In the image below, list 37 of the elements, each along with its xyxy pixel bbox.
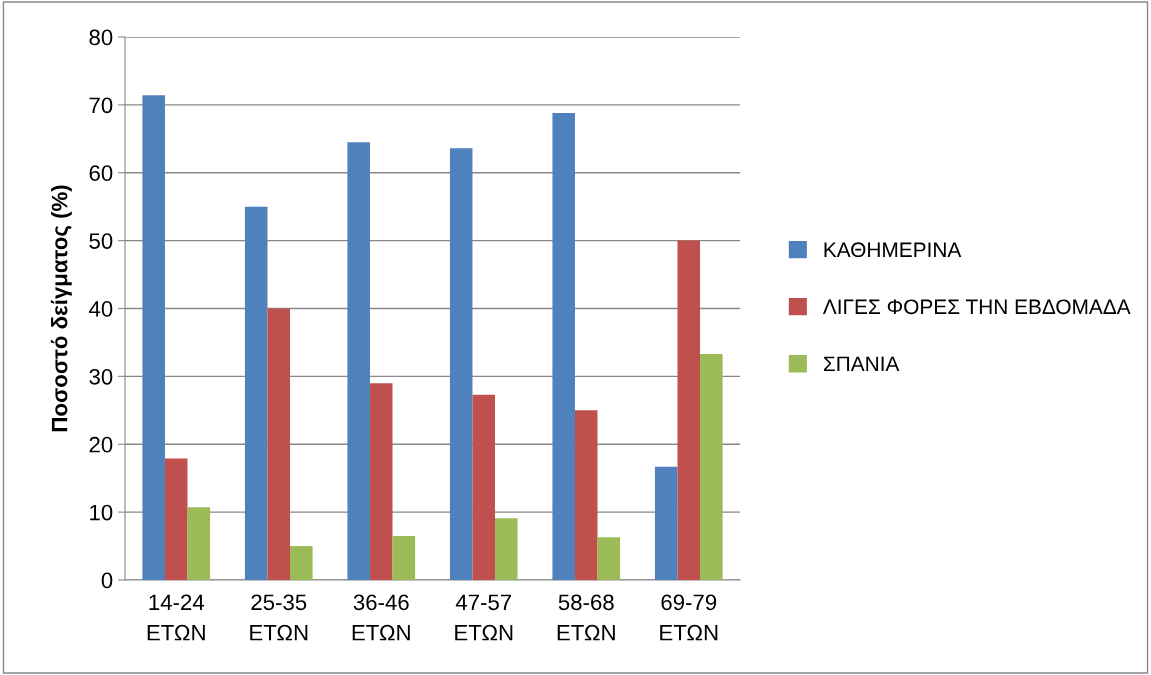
x-tick-label: 36-46 ΕΤΩΝ (352, 594, 410, 641)
bar (552, 113, 575, 580)
bar (392, 535, 416, 580)
y-axis-title: Ποσοστό δείγματος (%) (50, 185, 72, 432)
bar (290, 546, 313, 580)
bar (495, 518, 518, 580)
bar (597, 537, 621, 580)
bar (164, 458, 188, 580)
y-tick-label: 80 (89, 29, 113, 46)
x-tick-label: 25-35 ΕΤΩΝ (250, 594, 308, 641)
bar (244, 206, 268, 580)
bar (187, 507, 211, 580)
y-tick-label: 50 (89, 233, 113, 249)
bar (677, 240, 701, 580)
legend-label: ΚΑΘΗΜΕΡΙΝΑ (824, 242, 962, 258)
x-tick-label: 14-24 ΕΤΩΝ (147, 594, 205, 641)
x-tick-label: 47-57 ΕΤΩΝ (455, 594, 513, 641)
x-tick-label: 69-79 ΕΤΩΝ (660, 594, 718, 641)
bar (654, 466, 678, 580)
y-tick-label: 40 (88, 301, 113, 317)
bar (267, 308, 291, 580)
y-tick-label: 60 (89, 165, 113, 182)
legend-label: ΛΙΓΕΣ ΦΟΡΕΣ ΤΗΝ ΕΒΔΟΜΑΔΑ (822, 299, 1131, 315)
bar (449, 148, 473, 580)
y-tick-label: 30 (89, 368, 113, 385)
legend-label: ΣΠΑΝΙΑ (823, 356, 900, 371)
bar (700, 353, 723, 580)
y-tick-label: 70 (89, 97, 113, 114)
bar (369, 383, 393, 580)
bar (347, 142, 370, 580)
y-tick-label: 0 (101, 572, 113, 589)
bar (574, 410, 598, 580)
bar (472, 394, 496, 580)
y-tick-label: 10 (90, 504, 113, 521)
y-tick-label: 20 (89, 436, 113, 453)
bar (142, 95, 165, 580)
x-tick-label: 58-68 ΕΤΩΝ (557, 594, 615, 641)
